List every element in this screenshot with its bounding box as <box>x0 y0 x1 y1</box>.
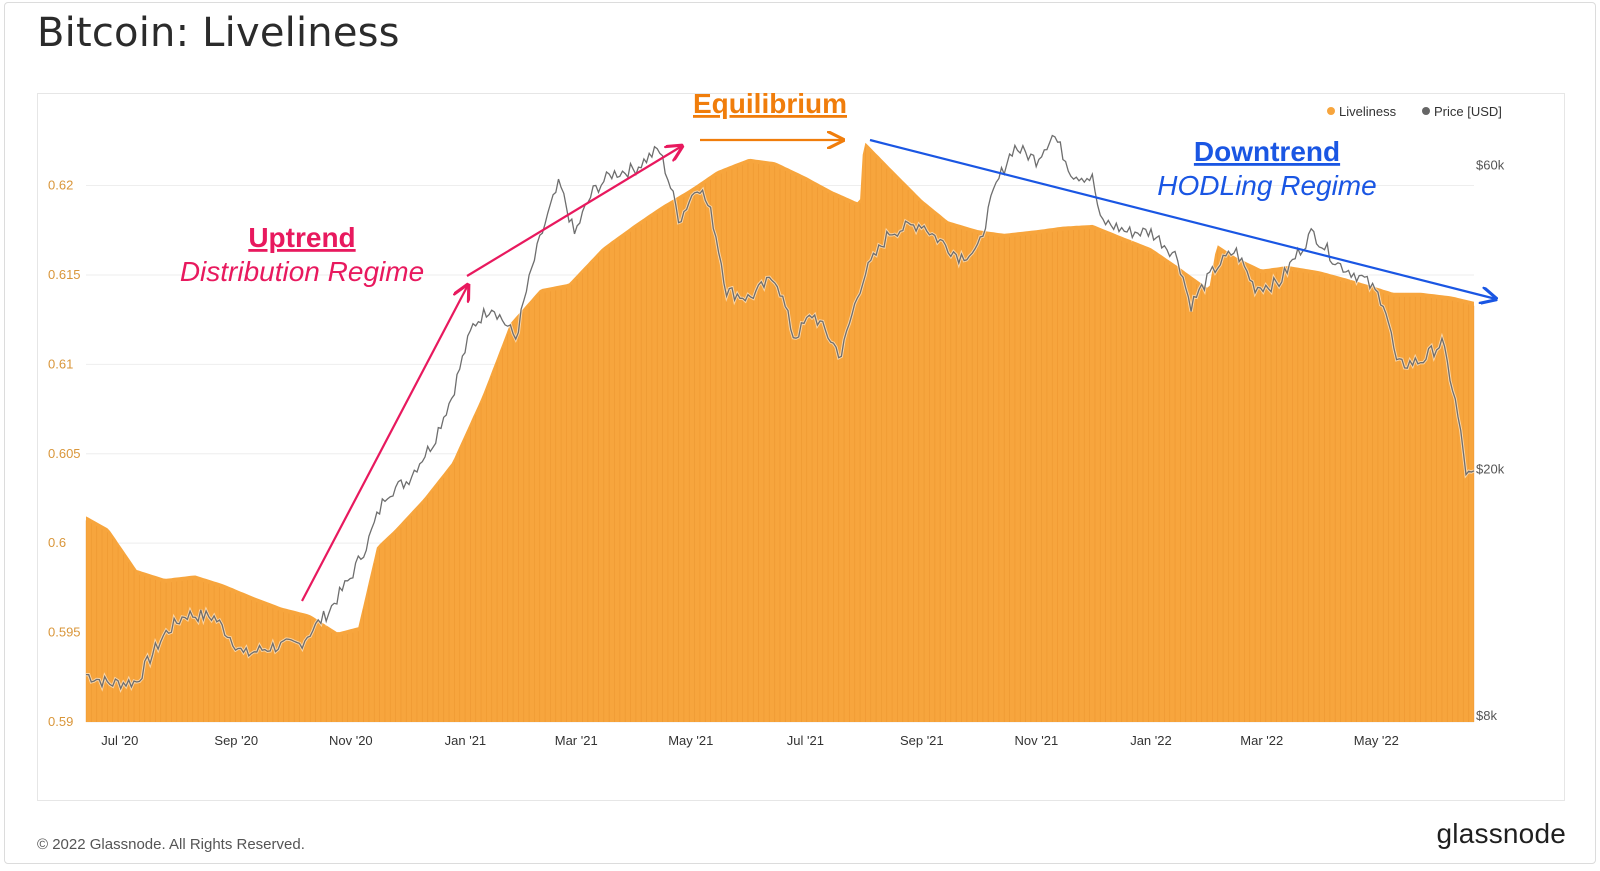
chart-area <box>37 93 1565 801</box>
legend-label-price: Price [USD] <box>1434 104 1502 119</box>
x-axis-tick-label: Jan '21 <box>445 733 487 748</box>
price-series <box>86 134 1475 691</box>
downtrend-arrow <box>869 138 1496 299</box>
x-axis-tick-label: Mar '22 <box>1240 733 1283 748</box>
left-axis-tick-label: 0.605 <box>48 446 81 461</box>
legend: Liveliness Price [USD] <box>1327 104 1502 119</box>
page-title: Bitcoin: Liveliness <box>37 10 400 56</box>
left-axis-tick-label: 0.62 <box>48 178 73 193</box>
x-axis-tick-label: Sep '20 <box>214 733 258 748</box>
downtrend-title: Downtrend <box>1194 136 1340 167</box>
x-axis-tick-label: Sep '21 <box>900 733 944 748</box>
annotation-arrows <box>301 138 1496 602</box>
right-axis-tick-label: $8k <box>1476 708 1497 723</box>
copyright-footer: © 2022 Glassnode. All Rights Reserved. <box>37 836 305 853</box>
x-axis-tick-label: Nov '20 <box>329 733 373 748</box>
x-axis-tick-label: Jul '21 <box>787 733 824 748</box>
left-axis: 0.59 0.595 0.6 0.605 0.61 0.615 0.62 <box>48 178 81 729</box>
uptrend-subtitle: Distribution Regime <box>180 256 424 287</box>
left-axis-tick-label: 0.595 <box>48 625 81 640</box>
x-axis-tick-label: Jul '20 <box>101 733 138 748</box>
x-axis-tick-label: May '21 <box>668 733 713 748</box>
legend-swatch-price <box>1422 107 1430 115</box>
left-axis-tick-label: 0.59 <box>48 714 73 729</box>
x-axis-tick-label: Jan '22 <box>1130 733 1172 748</box>
right-axis: $8k $20k $60k <box>1476 157 1505 723</box>
x-axis-tick-label: Nov '21 <box>1015 733 1059 748</box>
uptrend-arrow-1 <box>301 285 468 602</box>
x-axis-tick-label: May '22 <box>1354 733 1399 748</box>
left-axis-tick-label: 0.61 <box>48 356 73 371</box>
x-axis: Jul '20 Sep '20 Nov '20 Jan '21 Mar '21 May '… <box>101 733 1399 748</box>
downtrend-subtitle: HODLing Regime <box>1157 170 1376 201</box>
uptrend-arrow-2 <box>466 146 682 277</box>
uptrend-title: Uptrend <box>248 222 355 253</box>
left-axis-tick-label: 0.6 <box>48 535 66 550</box>
legend-label-liveliness: Liveliness <box>1339 104 1397 119</box>
x-axis-tick-label: Mar '21 <box>555 733 598 748</box>
right-axis-tick-label: $20k <box>1476 461 1505 476</box>
right-axis-tick-label: $60k <box>1476 157 1505 172</box>
equilibrium-title: Equilibrium <box>693 88 847 119</box>
brand-logo: glassnode <box>1436 818 1566 849</box>
liveliness-bars <box>85 146 1475 722</box>
legend-swatch-liveliness <box>1327 107 1335 115</box>
left-axis-tick-label: 0.615 <box>48 267 81 282</box>
